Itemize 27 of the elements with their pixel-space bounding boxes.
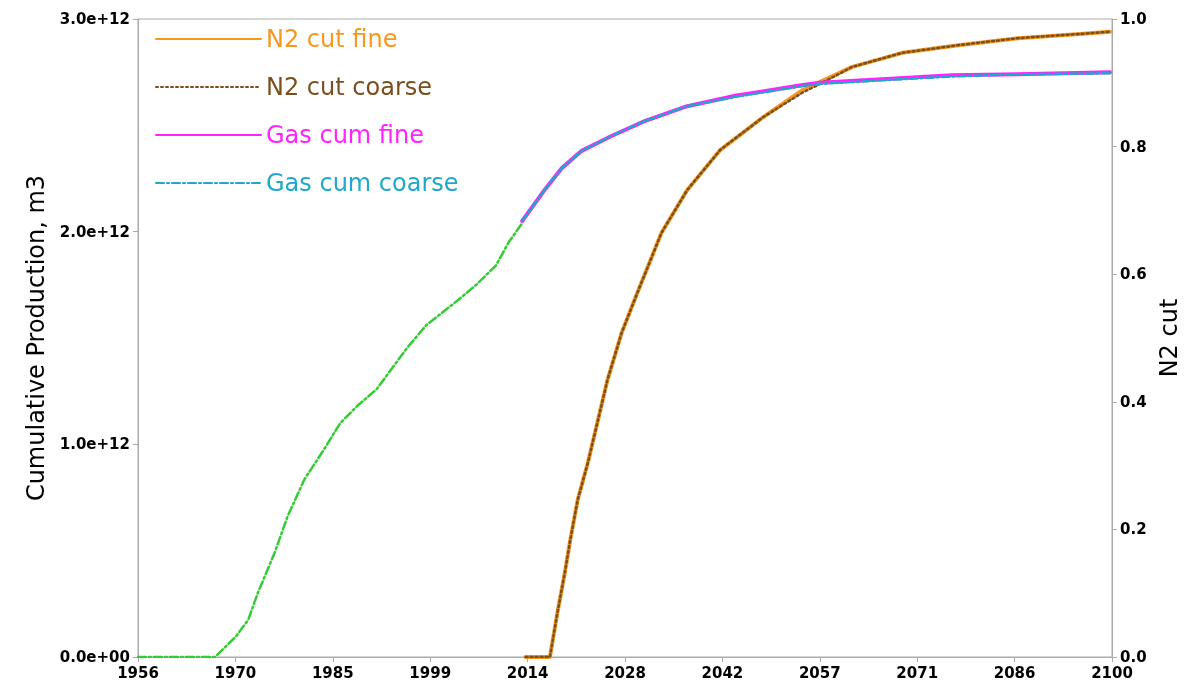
x-tick-label: 2057 [798,663,841,682]
x-tick-label: 2071 [896,663,939,682]
x-tick-label: 2086 [993,663,1036,682]
y-axis-title: Cumulative Production, m3 [22,174,50,502]
y-tick-label: 2.0e+12 [59,222,130,241]
legend-label: N2 cut coarse [266,73,433,101]
y2-tick-label: 0.8 [1120,137,1147,156]
legend-label: Gas cum fine [266,121,424,149]
y2-tick-label: 0.6 [1120,265,1147,284]
x-tick-label: 1970 [214,663,257,682]
legend-label: N2 cut fine [266,25,398,53]
legend-label: Gas cum coarse [266,169,459,197]
y-tick-label: 1.0e+12 [59,435,130,454]
y2-axis-title: N2 cut [1155,298,1184,378]
x-tick-label: 1956 [117,663,159,682]
x-tick-label: 2042 [701,663,744,682]
y2-tick-label: 0.4 [1120,392,1147,411]
x-tick-label: 1985 [311,663,354,682]
x-tick-label: 2014 [506,663,549,682]
x-tick-label: 2028 [604,663,646,682]
y2-tick-label: 1.0 [1120,10,1147,28]
x-tick-label: 1999 [409,663,452,682]
x-tick-label: 2100 [1091,663,1133,682]
y2-tick-label: 0.0 [1120,648,1147,666]
y-tick-label: 0.0e+00 [59,648,130,666]
y-tick-label: 3.0e+12 [59,10,130,28]
y2-tick-label: 0.2 [1120,520,1147,539]
